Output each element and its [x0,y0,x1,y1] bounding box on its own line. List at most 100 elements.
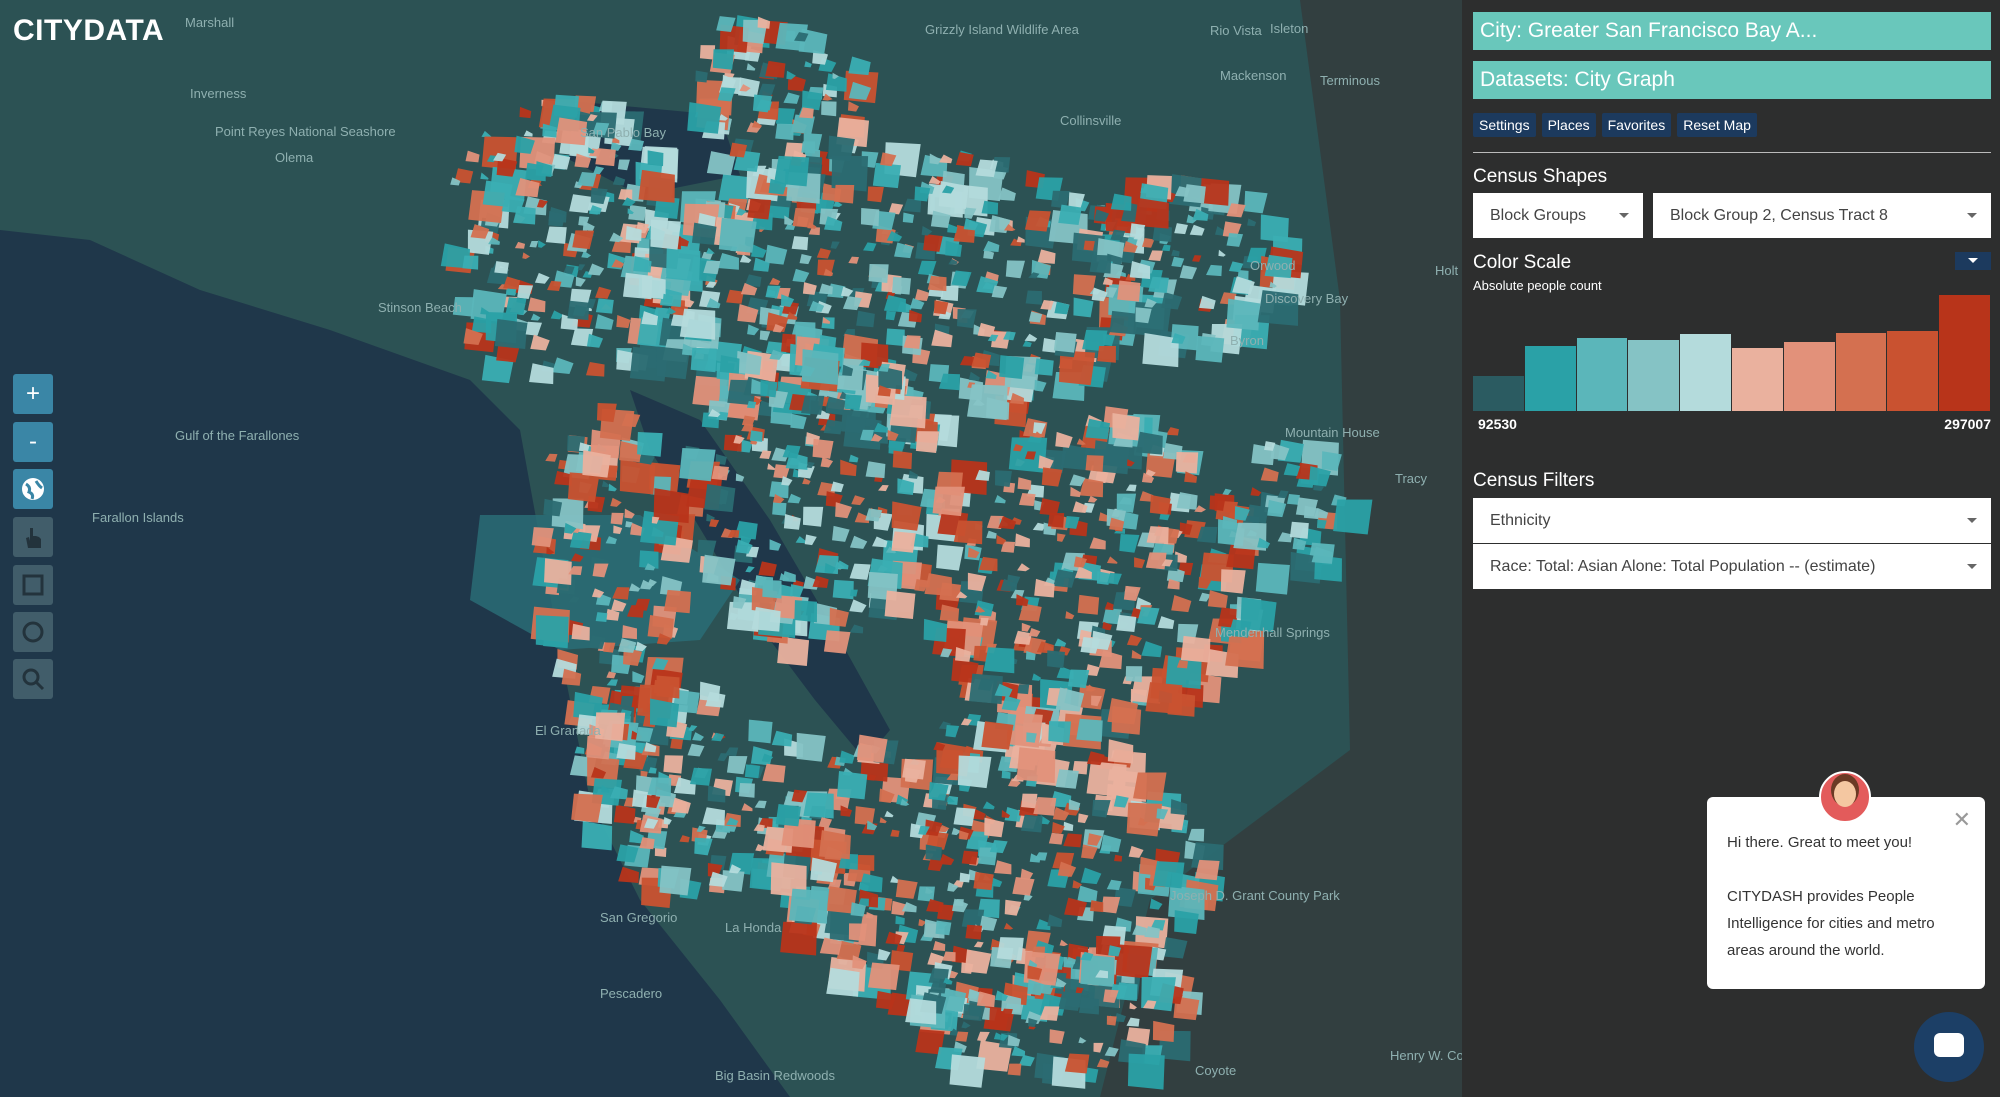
census-shape [842,296,862,311]
chat-greeting: Hi there. Great to meet you! [1727,834,1913,851]
census-shape [1068,799,1081,811]
census-shape [1110,193,1132,211]
census-shape [801,349,839,385]
census-shape [1032,522,1046,531]
census-shape [620,695,634,708]
favorites-button[interactable]: Favorites [1601,113,1672,137]
census-shape [663,589,692,614]
zoom-in[interactable]: + [13,374,53,414]
census-shape [1096,1058,1110,1068]
census-shape [1008,778,1021,787]
close-button[interactable]: ✕ [1952,807,1971,832]
census-shape [1129,260,1151,280]
zoom-out[interactable]: - [13,422,53,462]
census-shape [994,470,1012,487]
census-shape [699,45,716,60]
census-shape [1053,332,1077,353]
globe-tool[interactable] [13,469,53,509]
census-shape [996,534,1007,545]
census-shape [961,909,985,929]
census-shape [1041,467,1063,487]
census-shape [1192,255,1202,262]
census-shape [909,297,925,310]
census-shape [784,142,805,161]
census-shape [1097,345,1116,363]
census-shape [1001,695,1021,711]
census-shape [1028,272,1040,279]
census-shape [836,771,868,800]
census-shape [1101,896,1121,914]
color-histogram [1473,290,1991,411]
circle-tool[interactable] [13,612,53,652]
census-shape [892,276,911,295]
city-selector[interactable]: City: Greater San Francisco Bay A... [1473,12,1991,50]
census-shape [481,130,492,138]
census-shape [535,161,553,177]
census-shape [865,461,886,479]
census-shape [1106,1015,1117,1026]
census-shape [503,276,521,290]
census-shape [886,231,903,242]
census-shape [939,853,955,866]
census-shape [933,742,946,751]
map[interactable]: Marshall Inverness Point Reyes National Se… [0,0,1462,1097]
census-shape [879,788,895,804]
census-shape [1096,571,1112,585]
scale-bin [1835,333,1887,411]
census-shape [601,480,611,488]
census-shape [1051,190,1071,209]
census-shape [888,438,906,455]
census-shape [1057,533,1066,542]
hand-tool[interactable] [13,517,53,557]
census-shape [1053,569,1077,588]
census-shape [1126,634,1143,646]
census-shape [773,493,785,504]
census-shape [522,252,530,259]
census-shape [1080,951,1094,961]
map-label: Inverness [190,86,247,101]
census-shape [649,698,680,728]
search-tool[interactable] [13,659,53,699]
census-shape [572,230,595,250]
census-shape [947,882,959,892]
census-shape [1222,221,1242,238]
census-shape [998,187,1016,201]
census-shape [608,483,617,492]
settings-button[interactable]: Settings [1473,113,1536,137]
census-shape [650,219,681,250]
census-shape [1055,687,1085,712]
census-shape [1264,254,1293,279]
dataset-selector[interactable]: Datasets: City Graph [1473,61,1991,99]
chat-button[interactable] [1914,1012,1984,1082]
census-shape [568,566,583,576]
census-shape [937,904,956,921]
reset-map-button[interactable]: Reset Map [1677,113,1757,137]
census-shape [818,830,851,860]
census-shape [1028,959,1038,967]
census-shape [1107,572,1122,585]
shape-type-dropdown[interactable]: Block Groups [1473,193,1643,238]
census-shape [959,872,970,883]
census-shape [691,222,717,245]
filter-category-dropdown[interactable]: Ethnicity [1473,498,1991,543]
census-shape [848,81,872,100]
census-shape [1028,627,1041,637]
scale-bin [1680,334,1731,411]
census-shape [727,529,740,538]
census-shape [679,835,690,843]
census-shape [666,307,677,315]
scale-dropdown[interactable] [1955,252,1991,270]
rectangle-tool[interactable] [13,565,53,605]
census-shape [769,481,789,499]
census-shape [831,155,869,192]
census-shape [1142,238,1155,248]
census-shape [616,743,636,760]
filter-variable-dropdown[interactable]: Race: Total: Asian Alone: Total Populati… [1473,544,1991,589]
census-shape [791,789,808,803]
census-shape [951,827,962,836]
places-button[interactable]: Places [1541,113,1596,137]
shape-dropdown[interactable]: Block Group 2, Census Tract 8 [1653,193,1991,238]
census-shape [976,276,999,294]
census-shape [1289,521,1309,539]
census-shape [1113,795,1129,808]
